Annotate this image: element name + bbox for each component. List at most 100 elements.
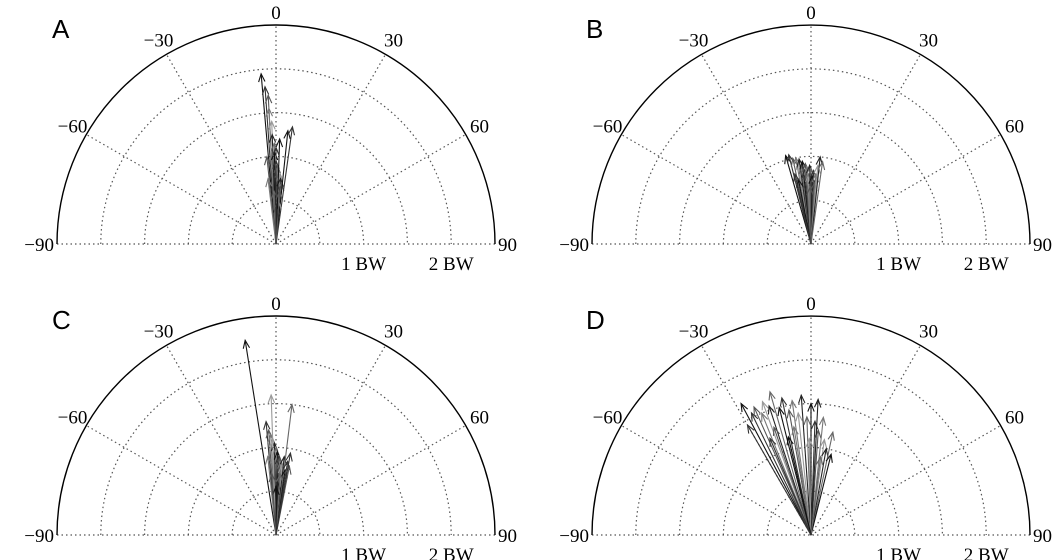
vector-shaft xyxy=(271,473,277,536)
angle-tick-label: −60 xyxy=(593,408,623,429)
angular-grid-spoke xyxy=(165,345,277,536)
force-vector xyxy=(275,137,284,245)
vector-arrowhead xyxy=(275,190,283,200)
angle-tick-label: 90 xyxy=(498,526,517,547)
force-vector xyxy=(772,425,812,536)
angle-tick-label: −30 xyxy=(679,321,709,342)
force-vector xyxy=(810,455,824,536)
radial-grid-ring xyxy=(722,446,900,536)
vector-arrowhead xyxy=(803,415,811,426)
angle-tick-label: 0 xyxy=(271,3,281,24)
vector-shaft xyxy=(275,473,281,536)
vector-shaft xyxy=(810,432,834,536)
vector-arrowhead xyxy=(284,464,292,475)
vector-arrowhead xyxy=(264,93,273,104)
force-vector xyxy=(272,485,280,535)
angular-grid-spoke xyxy=(275,54,387,245)
vector-arrowhead xyxy=(272,485,280,496)
outer-arc xyxy=(591,24,1031,245)
angle-tick-label: 60 xyxy=(470,408,489,429)
force-vector xyxy=(265,177,277,245)
force-vector xyxy=(275,472,284,536)
angle-tick-label: 90 xyxy=(498,235,517,256)
panel-letter: B xyxy=(586,14,603,44)
angle-tick-label: 0 xyxy=(806,294,816,315)
outer-arc xyxy=(56,315,496,536)
vector-shaft xyxy=(244,340,277,536)
force-vector xyxy=(792,172,812,245)
vector-arrowhead xyxy=(268,119,276,130)
angle-tick-label: −90 xyxy=(559,235,589,256)
force-vector xyxy=(769,436,812,536)
vector-arrowhead xyxy=(825,452,833,463)
vector-shaft xyxy=(808,438,812,536)
angular-grid-spoke xyxy=(810,133,1001,245)
radial-bw-label: 2 BW xyxy=(964,545,1009,560)
vector-arrowhead xyxy=(784,154,792,165)
force-vector xyxy=(272,146,280,244)
vector-arrowhead xyxy=(798,393,806,404)
radial-bw-label: 2 BW xyxy=(429,254,474,275)
panel-letter: A xyxy=(52,14,70,44)
vector-arrowhead xyxy=(813,397,822,408)
vector-arrowhead xyxy=(795,411,803,422)
vector-arrowhead xyxy=(263,155,272,166)
angle-tick-label: −60 xyxy=(58,117,88,138)
radial-grid-ring xyxy=(100,68,452,245)
angle-tick-label: 60 xyxy=(1005,117,1024,138)
vector-arrowhead xyxy=(740,402,749,413)
force-vector xyxy=(810,160,826,245)
vector-arrowhead xyxy=(753,405,761,416)
vector-arrowhead xyxy=(790,156,799,167)
vector-arrowhead xyxy=(817,160,826,171)
vector-arrowhead xyxy=(806,185,814,196)
force-vector xyxy=(242,338,277,536)
radial-grid-ring xyxy=(635,68,987,245)
angular-grid-spoke xyxy=(700,54,812,245)
force-vector xyxy=(275,125,296,245)
panel-letter: D xyxy=(586,305,605,335)
force-vector xyxy=(740,402,812,536)
vector-arrowhead xyxy=(287,125,296,136)
vector-arrowhead xyxy=(827,430,835,441)
vector-arrowhead xyxy=(786,408,794,419)
angular-grid-spoke xyxy=(810,54,922,245)
radial-bw-label: 1 BW xyxy=(341,254,386,275)
vector-arrowhead xyxy=(767,404,775,415)
vector-shaft xyxy=(275,138,281,245)
panel-letter: C xyxy=(52,305,71,335)
vector-arrowhead xyxy=(265,177,273,188)
vector-shaft xyxy=(810,161,824,245)
force-vector xyxy=(750,411,812,536)
vector-shaft xyxy=(787,436,812,536)
angle-tick-label: 0 xyxy=(271,294,281,315)
vector-arrowhead xyxy=(272,146,280,156)
vector-shaft xyxy=(810,399,819,536)
vector-arrowhead xyxy=(786,435,794,446)
vector-shaft xyxy=(797,412,812,536)
vector-arrowhead xyxy=(268,472,276,483)
angle-tick-label: 0 xyxy=(806,3,816,24)
angle-tick-label: −30 xyxy=(144,321,174,342)
vector-arrowhead xyxy=(242,338,251,349)
vector-arrowhead xyxy=(750,411,759,422)
angle-tick-label: 60 xyxy=(1005,408,1024,429)
radial-bw-label: 2 BW xyxy=(964,254,1009,275)
vector-shaft xyxy=(769,391,812,536)
force-vector xyxy=(768,390,812,536)
vector-arrowhead xyxy=(276,472,284,483)
force-vector xyxy=(798,393,812,536)
angular-grid-spoke xyxy=(275,424,466,536)
angle-tick-label: −30 xyxy=(679,30,709,51)
force-vector xyxy=(791,425,812,536)
angular-grid-spoke xyxy=(86,424,277,536)
angle-tick-label: −60 xyxy=(593,117,623,138)
vector-shaft xyxy=(740,403,812,536)
vector-arrowhead xyxy=(258,72,266,83)
angular-grid-spoke xyxy=(810,345,922,536)
vector-arrowhead xyxy=(808,174,816,184)
vector-arrowhead xyxy=(261,85,270,96)
vector-shaft xyxy=(275,130,289,245)
vector-arrowhead xyxy=(268,133,277,143)
